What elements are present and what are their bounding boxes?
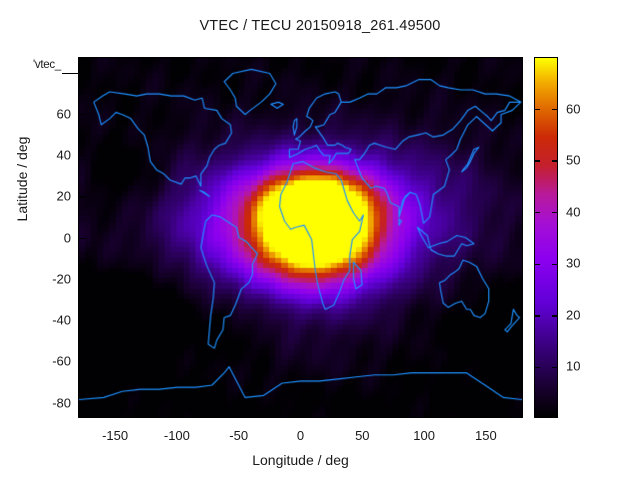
y-axis-title: Latitude / deg bbox=[14, 136, 30, 222]
colorbar-tick bbox=[552, 212, 557, 214]
y-axis-tick-label: 60 bbox=[56, 106, 71, 122]
colorbar-tick bbox=[535, 263, 540, 265]
x-axis-tick bbox=[424, 410, 426, 417]
y-axis-tick bbox=[79, 154, 86, 157]
y-axis-tick-label: 20 bbox=[56, 188, 71, 204]
x-axis-tick bbox=[238, 410, 240, 417]
x-axis-tick-label: -100 bbox=[163, 428, 190, 443]
x-axis-tick bbox=[362, 410, 364, 417]
x-axis-tick-label: -150 bbox=[102, 428, 129, 443]
coastline-overlay-canvas bbox=[79, 58, 522, 417]
x-axis-tick-label: -50 bbox=[229, 428, 249, 443]
x-axis-tick bbox=[176, 410, 179, 417]
colorbar-tick-label: 30 bbox=[566, 255, 581, 271]
corner-leader-line bbox=[62, 73, 79, 75]
y-axis-tick-label: -60 bbox=[52, 353, 71, 369]
colorbar-tick-label: 40 bbox=[566, 204, 581, 220]
y-axis-tick-label: 40 bbox=[56, 147, 71, 163]
colorbar-tick bbox=[535, 315, 540, 317]
corner-clipped-label: 'vtec_ bbox=[33, 59, 61, 71]
colorbar-tick bbox=[552, 263, 557, 265]
y-axis-tick-label: -80 bbox=[52, 395, 71, 411]
colorbar-tick bbox=[552, 366, 557, 369]
x-axis-tick bbox=[115, 410, 117, 417]
x-axis-tick-label: 50 bbox=[355, 428, 370, 443]
y-axis-tick-label: 0 bbox=[63, 230, 71, 245]
colorbar-tick-label: 50 bbox=[566, 152, 581, 168]
y-axis-tick bbox=[79, 278, 86, 281]
y-axis-tick-label: -20 bbox=[52, 271, 71, 287]
colorbar-tick bbox=[535, 366, 540, 369]
colorbar-tick bbox=[535, 212, 540, 214]
colorbar-tick bbox=[552, 108, 557, 111]
colorbar-tick-label: 60 bbox=[566, 101, 581, 117]
x-axis-title: Longitude / deg bbox=[252, 452, 349, 468]
colorbar-gradient bbox=[535, 58, 557, 417]
y-axis-tick bbox=[79, 320, 86, 322]
x-axis-tick bbox=[300, 410, 302, 417]
colorbar-tick bbox=[535, 160, 540, 162]
colorbar-tick bbox=[552, 315, 557, 317]
x-axis-tick-label: 0 bbox=[296, 428, 305, 443]
map-plot-area[interactable] bbox=[78, 57, 523, 418]
page-title: VTEC / TECU 20150918_261.49500 bbox=[199, 18, 441, 34]
colorbar-tick-label: 10 bbox=[566, 358, 581, 374]
y-axis-tick-label: -40 bbox=[52, 312, 71, 328]
colorbar-tick bbox=[552, 160, 557, 162]
x-axis-tick-label: 100 bbox=[413, 428, 435, 443]
x-axis-tick-label: 150 bbox=[475, 428, 497, 443]
y-axis-tick bbox=[79, 113, 86, 116]
colorbar-tick-label: 20 bbox=[566, 307, 581, 323]
y-axis-tick bbox=[79, 402, 86, 404]
y-axis-tick bbox=[79, 361, 86, 363]
x-axis-tick bbox=[485, 410, 488, 417]
colorbar-tick bbox=[535, 108, 540, 111]
colorbar[interactable] bbox=[534, 57, 558, 418]
y-axis-tick bbox=[79, 237, 86, 239]
y-axis-tick bbox=[79, 196, 86, 198]
